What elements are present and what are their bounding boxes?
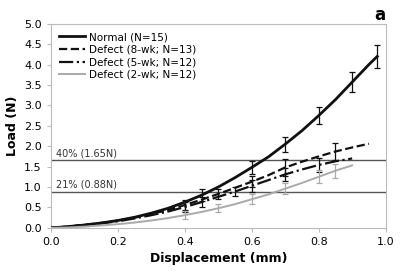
Legend: Normal (N=15), Defect (8-wk; N=13), Defect (5-wk; N=12), Defect (2-wk; N=12): Normal (N=15), Defect (8-wk; N=13), Defe…	[56, 29, 200, 83]
X-axis label: Displacement (mm): Displacement (mm)	[150, 253, 287, 265]
Text: a: a	[374, 6, 386, 24]
Text: 21% (0.88N): 21% (0.88N)	[56, 180, 117, 190]
Y-axis label: Load (N): Load (N)	[6, 96, 18, 156]
Text: 40% (1.65N): 40% (1.65N)	[56, 149, 117, 159]
